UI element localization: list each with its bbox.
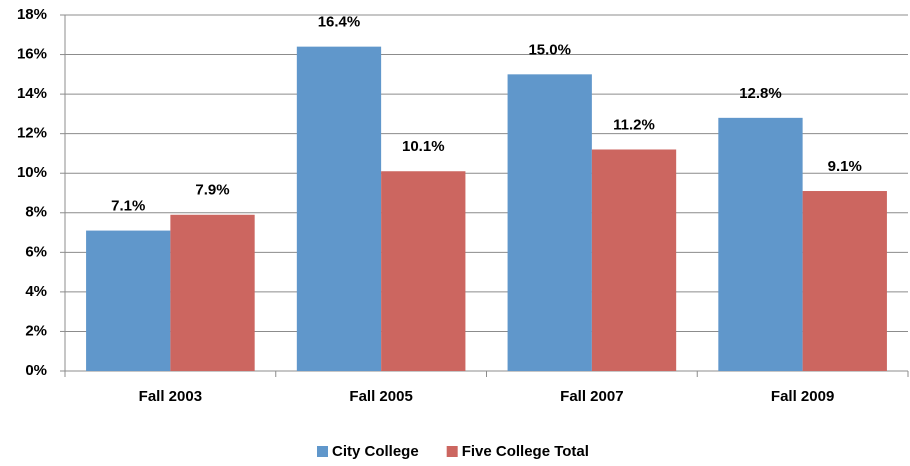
x-tick-label: Fall 2009 <box>771 388 834 405</box>
legend-swatch <box>317 446 328 457</box>
value-label: 7.1% <box>111 198 145 215</box>
value-label: 9.1% <box>828 158 862 175</box>
y-tick-label: 18% <box>17 6 47 23</box>
legend-label: Five College Total <box>462 443 589 460</box>
value-label: 15.0% <box>528 41 571 58</box>
x-tick-label: Fall 2005 <box>349 388 412 405</box>
y-tick-label: 4% <box>25 283 47 300</box>
bar <box>381 171 466 371</box>
legend-label: City College <box>332 443 419 460</box>
value-label: 11.2% <box>613 116 655 133</box>
value-label: 12.8% <box>739 85 782 102</box>
x-tick-label: Fall 2007 <box>560 388 623 405</box>
value-label: 10.1% <box>402 138 445 155</box>
bar <box>170 214 255 371</box>
y-tick-label: 10% <box>17 164 47 181</box>
y-tick-label: 14% <box>17 85 47 102</box>
bar <box>802 191 887 371</box>
bar <box>507 74 592 371</box>
legend-swatch <box>446 446 458 457</box>
value-label: 7.9% <box>195 182 229 199</box>
y-tick-label: 2% <box>25 322 47 339</box>
value-label: 16.4% <box>318 14 361 31</box>
x-tick-label: Fall 2003 <box>139 388 202 405</box>
y-tick-label: 8% <box>25 204 47 221</box>
bar <box>296 46 382 372</box>
y-tick-label: 0% <box>25 362 47 379</box>
y-tick-label: 12% <box>17 125 47 142</box>
bar <box>86 230 171 371</box>
bar <box>591 149 677 371</box>
bar <box>718 117 803 371</box>
y-tick-label: 16% <box>17 46 47 63</box>
y-tick-label: 6% <box>25 243 47 260</box>
